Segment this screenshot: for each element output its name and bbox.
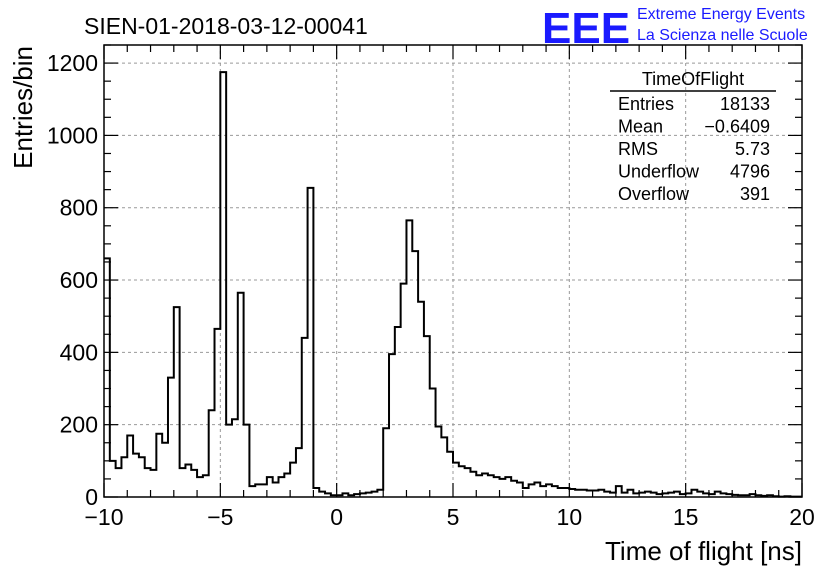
y-tick-labels: 0 200 400 600 800 1000 1200 bbox=[47, 50, 98, 510]
stats-row-value: 5.73 bbox=[735, 139, 770, 159]
stats-row-label: Overflow bbox=[618, 184, 690, 204]
eee-logo: EEE Extreme Energy Events La Scienza nel… bbox=[542, 4, 808, 53]
stats-row-label: Entries bbox=[618, 94, 674, 114]
x-tick-label: −10 bbox=[84, 504, 123, 530]
stats-row-value: 391 bbox=[740, 184, 770, 204]
y-tick-label: 600 bbox=[60, 267, 98, 293]
histogram-line bbox=[104, 71, 802, 498]
logo-line-1: Extreme Energy Events bbox=[637, 6, 805, 23]
stats-row-label: Mean bbox=[618, 117, 663, 137]
stats-row-value: −0.6409 bbox=[704, 117, 770, 137]
stats-row-label: Underflow bbox=[618, 162, 700, 182]
y-tick-label: 400 bbox=[60, 339, 98, 365]
x-tick-label: 0 bbox=[330, 504, 343, 530]
y-axis-title: Entries/bin bbox=[8, 46, 38, 169]
x-axis-title: Time of flight [ns] bbox=[605, 536, 802, 566]
x-tick-labels: −10 −5 0 5 10 15 20 bbox=[84, 504, 814, 530]
y-tick-label: 1000 bbox=[47, 122, 98, 148]
y-tick-label: 0 bbox=[85, 484, 98, 510]
plot-frame bbox=[103, 44, 803, 498]
stats-row-value: 4796 bbox=[730, 162, 770, 182]
x-tick-label: 10 bbox=[557, 504, 583, 530]
x-tick-label: 20 bbox=[789, 504, 815, 530]
stats-row-value: 18133 bbox=[720, 94, 770, 114]
y-tick-label: 1200 bbox=[47, 50, 98, 76]
x-tick-label: 15 bbox=[673, 504, 699, 530]
logo-line-2: La Scienza nelle Scuole bbox=[637, 27, 808, 44]
stats-title: TimeOfFlight bbox=[642, 69, 744, 89]
y-tick-label: 200 bbox=[60, 412, 98, 438]
stats-row-label: RMS bbox=[618, 139, 658, 159]
histogram bbox=[104, 71, 802, 498]
y-tick-label: 800 bbox=[60, 195, 98, 221]
x-tick-label: 5 bbox=[447, 504, 460, 530]
x-tick-label: −5 bbox=[207, 504, 233, 530]
stats-box: TimeOfFlight Entries 18133 Mean −0.6409 RMS 5… bbox=[610, 69, 776, 204]
chart-title: SIEN-01-2018-03-12-00041 bbox=[84, 13, 368, 39]
